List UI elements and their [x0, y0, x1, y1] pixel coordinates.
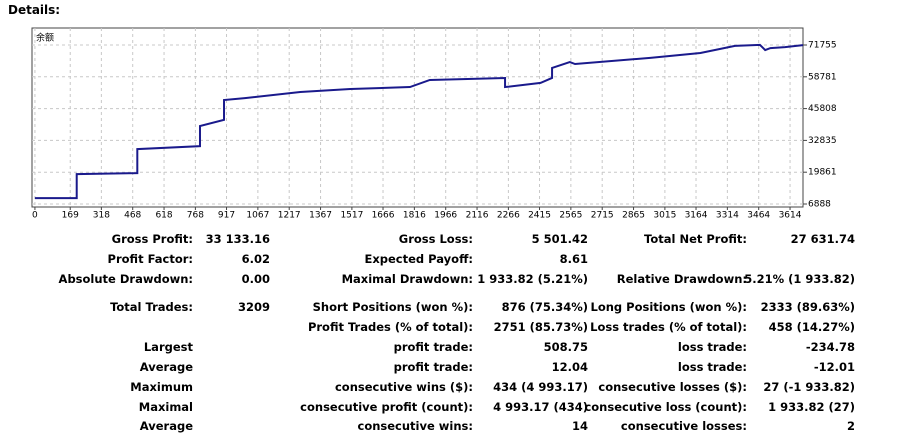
plot-frame	[31, 27, 804, 208]
details-title: Details:	[8, 3, 61, 17]
x-tick-label: 2565	[559, 211, 582, 221]
stat-label: consecutive profit (count):	[300, 400, 473, 414]
x-tick-label: 3164	[685, 211, 708, 221]
stat-value: 2	[846, 419, 855, 433]
stat-value: -234.78	[805, 340, 855, 354]
stat-label: Average	[139, 419, 193, 433]
x-tick-label: 1517	[340, 211, 363, 221]
stat-label: Profit Trades (% of total):	[307, 320, 473, 334]
stat-label: Relative Drawdown:	[616, 272, 747, 286]
stat-label: Total Trades:	[110, 300, 193, 314]
stat-label: consecutive loss (count):	[584, 400, 747, 414]
stat-label: Maximal	[138, 400, 193, 414]
stat-label: loss trade:	[677, 360, 747, 374]
x-tick-label: 1666	[372, 211, 395, 221]
stat-label: Maximal Drawdown:	[341, 272, 473, 286]
chart-label: 余额	[36, 32, 54, 44]
stat-value: -12.01	[813, 360, 855, 374]
stat-label: Expected Payoff:	[364, 252, 474, 266]
x-tick-label: 3314	[716, 211, 739, 221]
stat-value: 2751 (85.73%)	[493, 320, 588, 334]
x-tick-label: 3464	[747, 211, 770, 221]
x-tick-label: 468	[124, 211, 141, 221]
stat-value: 27 631.74	[790, 232, 855, 246]
stat-value: 876 (75.34%)	[501, 300, 588, 314]
x-tick-label: 1367	[309, 211, 332, 221]
x-tick-label: 768	[187, 211, 204, 221]
stat-value: 5 501.42	[531, 232, 588, 246]
x-tick-label: 2116	[466, 211, 489, 221]
balance-chart: 余额 6888 19861 32835 45808 58781 71755 0 169 318 4…	[31, 27, 837, 221]
x-tick-label: 1067	[246, 211, 269, 221]
y-tick-label: 19861	[808, 168, 837, 178]
stat-label: consecutive wins ($):	[334, 380, 473, 394]
stat-label: Gross Profit:	[111, 232, 193, 246]
stat-label: Long Positions (won %):	[590, 300, 748, 314]
x-tick-label: 0	[32, 211, 38, 221]
stat-value: 3209	[237, 300, 270, 314]
stat-label: Short Positions (won %):	[312, 300, 473, 314]
stat-label: consecutive losses ($):	[598, 380, 747, 394]
stat-label: loss trade:	[677, 340, 747, 354]
y-tick-label: 6888	[808, 199, 831, 209]
stat-value: 4 993.17 (434)	[493, 400, 588, 414]
y-tick-label: 45808	[808, 104, 837, 114]
stat-label: Total Net Profit:	[644, 232, 747, 246]
stat-label: consecutive losses:	[620, 419, 747, 433]
y-tick-label: 71755	[808, 41, 837, 51]
stat-label: Absolute Drawdown:	[58, 272, 193, 286]
stat-value: 8.61	[559, 252, 588, 266]
stat-label: Gross Loss:	[398, 232, 473, 246]
y-tick-label: 58781	[808, 72, 837, 82]
x-tick-label: 169	[62, 211, 79, 221]
x-tick-label: 1966	[434, 211, 457, 221]
stat-value: 12.04	[551, 360, 588, 374]
stat-label: Largest	[143, 340, 193, 354]
x-tick-label: 618	[155, 211, 172, 221]
x-tick-label: 318	[93, 211, 110, 221]
stat-label: Loss trades (% of total):	[590, 320, 747, 334]
x-tick-label: 2415	[528, 211, 551, 221]
x-tick-label: 2715	[591, 211, 614, 221]
stat-value: 434 (4 993.17)	[493, 380, 588, 394]
stat-value: 1 933.82 (27)	[768, 400, 855, 414]
x-tick-label: 2266	[497, 211, 520, 221]
x-tick-label: 3015	[653, 211, 676, 221]
stat-label: Maximum	[130, 380, 193, 394]
x-tick-label: 1217	[278, 211, 301, 221]
x-tick-label: 3614	[779, 211, 802, 221]
y-tick-label: 32835	[808, 136, 837, 146]
x-tick-label: 2865	[622, 211, 645, 221]
stat-label: Average	[139, 360, 193, 374]
stat-label: profit trade:	[393, 360, 473, 374]
stat-value: 5.21% (1 933.82)	[744, 272, 855, 286]
stat-label: consecutive wins:	[357, 419, 474, 433]
stat-value: 0.00	[241, 272, 270, 286]
stat-value: 6.02	[241, 252, 270, 266]
stat-value: 2333 (89.63%)	[760, 300, 855, 314]
stat-value: 33 133.16	[205, 232, 270, 246]
balance-line	[34, 43, 804, 200]
x-tick-label: 1816	[403, 211, 426, 221]
stat-label: Profit Factor:	[107, 252, 193, 266]
stat-value: 1 933.82 (5.21%)	[477, 272, 588, 286]
stat-value: 27 (-1 933.82)	[763, 380, 855, 394]
stat-value: 458 (14.27%)	[768, 320, 855, 334]
stat-value: 14	[571, 419, 588, 433]
stat-value: 508.75	[543, 340, 588, 354]
x-tick-label: 917	[218, 211, 235, 221]
stat-label: profit trade:	[393, 340, 473, 354]
